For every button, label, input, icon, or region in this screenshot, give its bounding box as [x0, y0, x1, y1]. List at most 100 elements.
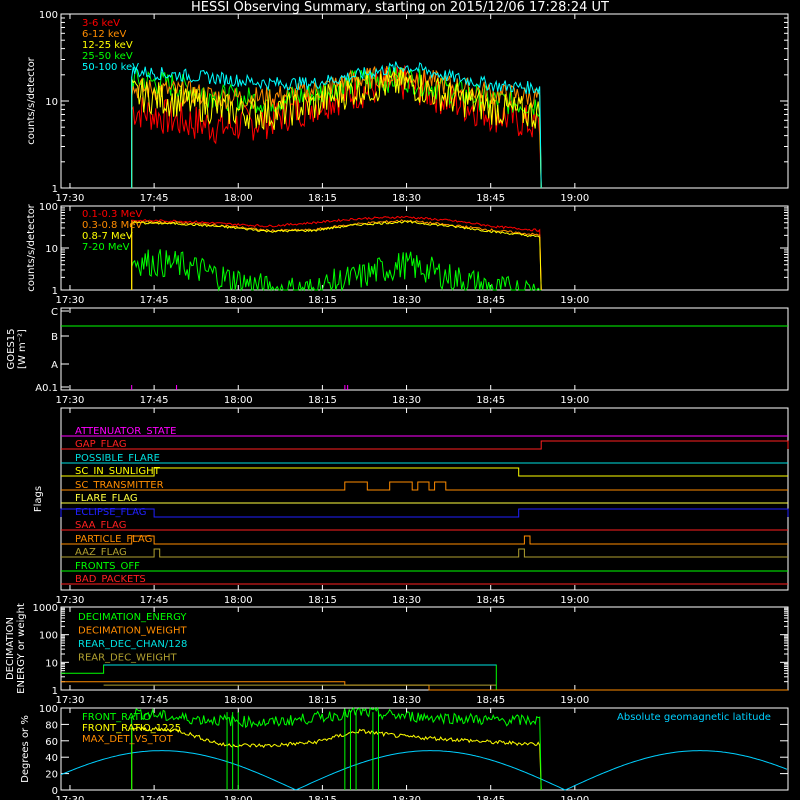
flag-label-aaz-flag: AAZ_FLAG [75, 547, 127, 558]
gamma-series-0-8-7-mev [131, 220, 542, 291]
decimation-legend-rear-dec-chan-128: REAR_DEC_CHAN/128 [78, 639, 187, 650]
flags-y-axis-label: Flags [33, 486, 44, 512]
hxr-x-tick-label: 18:45 [476, 193, 505, 204]
ratios-frame [60, 707, 789, 791]
flags-x-tick-label: 18:45 [476, 595, 505, 606]
ratios-x-tick-label: 17:30 [56, 795, 85, 800]
gamma-x-tick-label: 18:00 [224, 295, 253, 306]
hxr-legend-3-6-kev: 3-6 keV [82, 18, 120, 29]
decimation-x-tick-label: 18:15 [308, 695, 337, 706]
flag-line-particle-flag [61, 535, 788, 545]
decimation-x-tick-label: 18:30 [392, 695, 421, 706]
goes-x-tick-label: 17:45 [140, 395, 169, 406]
ratios-y-axis-label: Degrees or % [20, 715, 31, 783]
decimation-y-tick-label: 1000 [33, 603, 58, 614]
ratios-x-tick-label: 18:45 [476, 795, 505, 800]
decimation-legend-decimation-energy: DECIMATION_ENERGY [78, 612, 187, 623]
ratios-y-tick-label: 60 [45, 737, 58, 748]
ratios-y-tick-label: 0 [52, 786, 58, 797]
goes-x-tick-label: 17:30 [56, 395, 85, 406]
decimation-frame [60, 606, 789, 691]
flag-label-sc-transmitter: SC_TRANSMITTER [75, 480, 164, 491]
gamma-x-tick-label: 18:30 [392, 295, 421, 306]
gamma-legend-0-3-0-8-mev: 0.3-0.8 MeV [82, 220, 142, 231]
hxr-x-tick-label: 18:30 [392, 193, 421, 204]
gamma-series-7-20-mev [131, 249, 542, 292]
ratios-y-tick-label: 80 [45, 720, 58, 731]
flag-label-sc-in-sunlight: SC_IN_SUNLIGHT [75, 466, 161, 477]
hxr-y-axis-label: counts/s/detector [26, 56, 37, 144]
flag-label-particle-flag: PARTICLE_FLAG [75, 534, 152, 545]
ratios-series-front-ratio-1225 [131, 726, 542, 791]
goes-x-tick-label: 18:30 [392, 395, 421, 406]
hxr-x-tick-label: 18:00 [224, 193, 253, 204]
flags-x-tick-label: 18:15 [308, 595, 337, 606]
gamma-y-axis-label: counts/s/detector [26, 203, 37, 291]
goes-x-tick-label: 19:00 [560, 395, 589, 406]
ratios-legend-front-ratio-1225: FRONT_RATIO_1225 [82, 723, 181, 734]
goes-y-axis-label: GOES15 [6, 328, 17, 369]
hxr-y-tick-label: 10 [45, 97, 58, 108]
gamma-series-0-1-0-3-mev [131, 215, 542, 291]
decimation-y-tick-label: 1 [52, 686, 58, 697]
flag-label-fronts-off: FRONTS_OFF [75, 561, 140, 572]
gamma-legend-0-8-7-mev: 0.8-7 MeV [82, 231, 133, 242]
goes-frame [60, 307, 789, 391]
decimation-y-tick-label: 10 [45, 658, 58, 669]
ratios-x-tick-label: 18:00 [224, 795, 253, 800]
gamma-legend-0-1-0-3-mev: 0.1-0.3 MeV [82, 209, 142, 220]
goes-y-tick-label: C [51, 307, 58, 318]
ratios-y-tick-label: 100 [39, 704, 58, 715]
decimation-y-axis-label: DECIMATION [5, 617, 16, 680]
goes-x-tick-label: 18:45 [476, 395, 505, 406]
decimation-series-decimation-weight [61, 681, 788, 691]
hxr-x-tick-label: 17:30 [56, 193, 85, 204]
flag-label-eclipse-flag: ECLIPSE_FLAG [75, 507, 146, 518]
decimation-x-tick-label: 18:00 [224, 695, 253, 706]
goes-y-axis-unit: [W m⁻²] [17, 329, 28, 369]
decimation-legend-rear-dec-weight: REAR_DEC_WEIGHT [78, 653, 177, 664]
gamma-legend-7-20-mev: 7-20 MeV [82, 242, 130, 253]
goes-y-tick-label: A [51, 360, 58, 371]
hxr-legend-50-100-kev: 50-100 keV [82, 62, 139, 73]
flags-x-tick-label: 17:30 [56, 595, 85, 606]
flag-label-bad-packets: BAD_PACKETS [75, 574, 146, 585]
gamma-series-0-3-0-8-mev [131, 219, 542, 291]
decimation-x-tick-label: 18:45 [476, 695, 505, 706]
goes-y-tick-label: B [51, 332, 58, 343]
flags-x-tick-label: 19:00 [560, 595, 589, 606]
goes-x-tick-label: 18:15 [308, 395, 337, 406]
hxr-legend-12-25-kev: 12-25 keV [82, 40, 133, 51]
flag-label-attenuator-state: ATTENUATOR_STATE [75, 426, 176, 437]
decimation-y-tick-label: 100 [39, 631, 58, 642]
ratios-y-tick-label: 20 [45, 770, 58, 781]
flag-line-gap-flag [61, 440, 789, 450]
gamma-y-tick-label: 1 [52, 286, 58, 297]
flags-x-tick-label: 17:45 [140, 595, 169, 606]
gamma-y-tick-label: 10 [45, 244, 58, 255]
decimation-series-decimation-energy [61, 664, 788, 691]
flag-label-possible-flare: POSSIBLE_FLARE [75, 453, 160, 464]
goes-x-tick-label: 18:00 [224, 395, 253, 406]
ratios-x-tick-label: 19:00 [560, 795, 589, 800]
flag-line-sc-transmitter [61, 481, 788, 491]
ratios-legend-max-det-vs-tot: MAX_DET_VS_TOT [82, 734, 174, 745]
flag-line-aaz-flag [61, 548, 788, 558]
ratios-series-absolute-geomagnetic-latitude [60, 750, 788, 791]
ratios-legend-absolute-geomagnetic-latitude: Absolute geomagnetic latitude [617, 712, 771, 723]
flag-label-gap-flag: GAP_FLAG [75, 439, 127, 450]
gamma-x-tick-label: 17:45 [140, 295, 169, 306]
gamma-x-tick-label: 17:30 [56, 295, 85, 306]
ratios-series-front-ratio [131, 706, 542, 791]
flag-label-saa-flag: SAA_FLAG [75, 520, 126, 531]
gamma-x-tick-label: 18:45 [476, 295, 505, 306]
hxr-x-tick-label: 19:00 [560, 193, 589, 204]
ratios-x-tick-label: 17:45 [140, 795, 169, 800]
decimation-x-tick-label: 19:00 [560, 695, 589, 706]
gamma-x-tick-label: 19:00 [560, 295, 589, 306]
ratios-y-tick-label: 40 [45, 753, 58, 764]
gamma-x-tick-label: 18:15 [308, 295, 337, 306]
hxr-series-12-25-kev [131, 67, 542, 189]
flag-label-flare-flag: FLARE_FLAG [75, 493, 138, 504]
